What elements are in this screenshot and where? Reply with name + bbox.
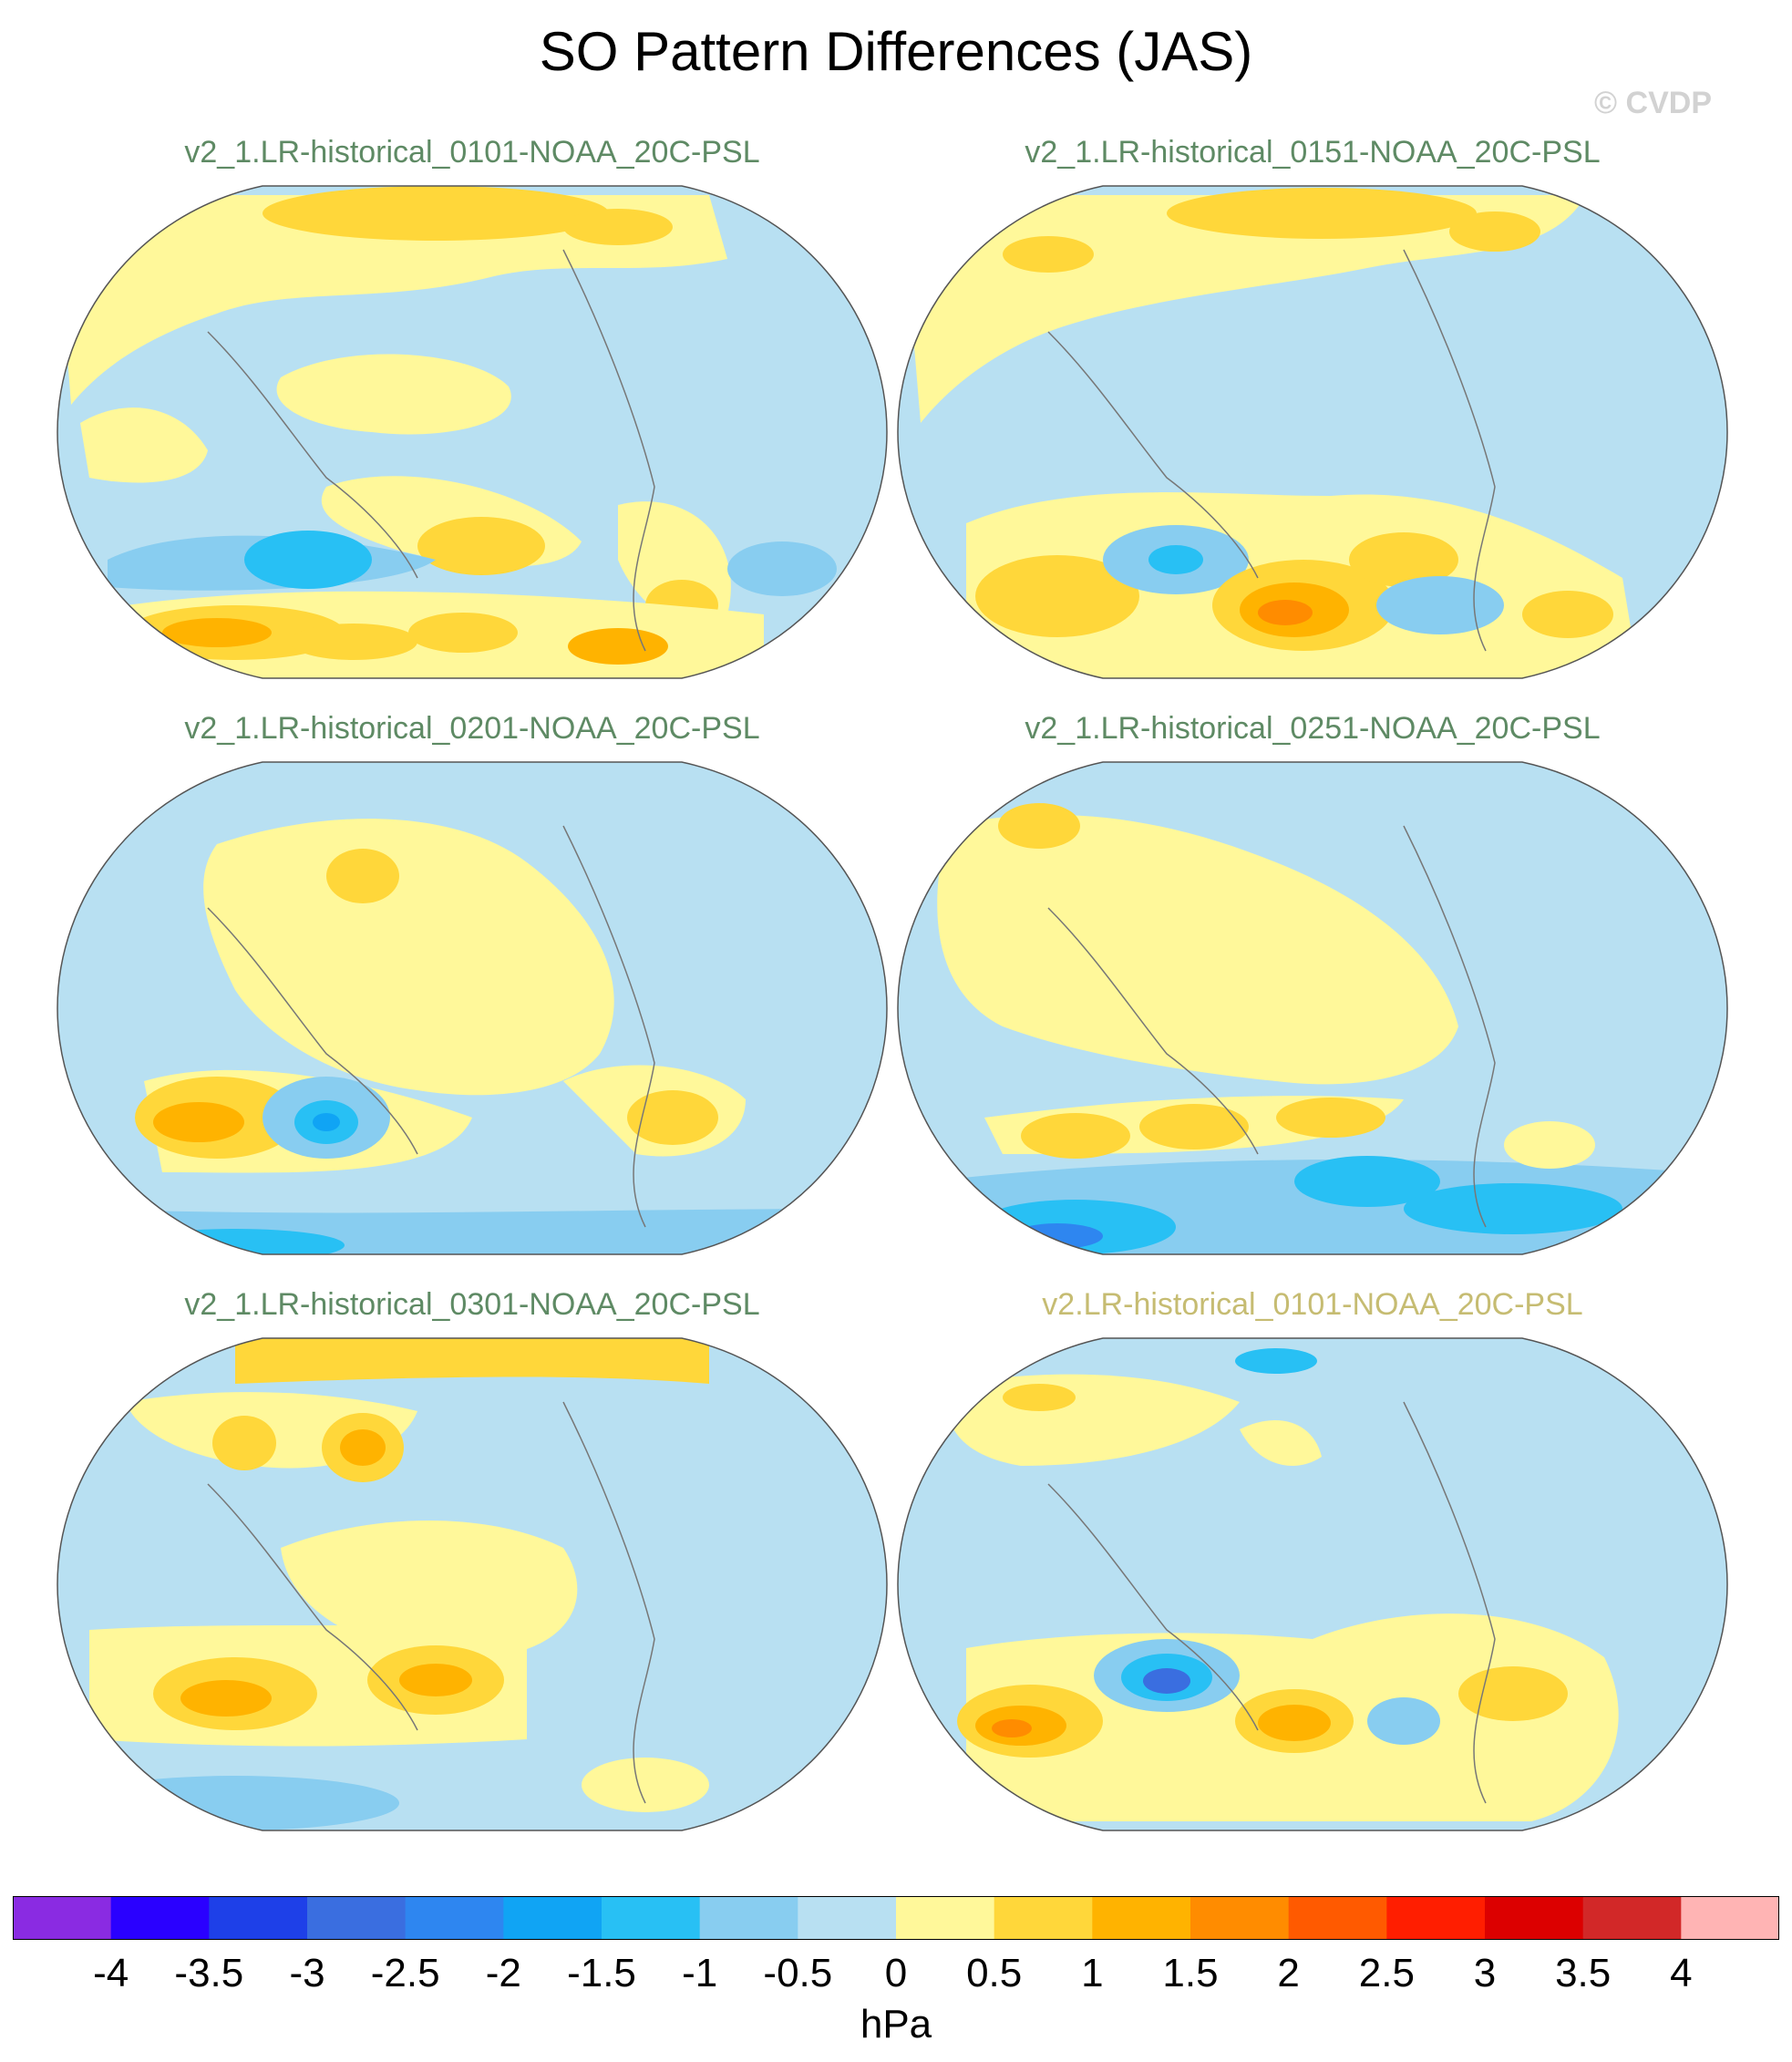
colorbar-swatch (1386, 1896, 1486, 1940)
colorbar-tick-label: -4 (93, 1951, 129, 1995)
colorbar-swatch (602, 1896, 701, 1940)
colorbar-swatch (209, 1896, 308, 1940)
colorbar (13, 1896, 1779, 1940)
colorbar-tick-label: -2.5 (370, 1951, 440, 1995)
colorbar-swatch (405, 1896, 504, 1940)
colorbar-swatch (1485, 1896, 1584, 1940)
colorbar-swatch (1190, 1896, 1290, 1940)
map-panel-3: v2_1.LR-historical_0201-NOAA_20C-PSL (53, 711, 891, 1267)
world-map (57, 1337, 888, 1831)
panel-title: v2_1.LR-historical_0151-NOAA_20C-PSL (1025, 135, 1601, 170)
panel-title: v2_1.LR-historical_0201-NOAA_20C-PSL (184, 711, 760, 746)
world-map (57, 185, 888, 679)
map-panel-6: v2.LR-historical_0101-NOAA_20C-PSL (893, 1287, 1732, 1843)
colorbar-tick-label: -1.5 (567, 1951, 636, 1995)
colorbar-swatch (798, 1896, 897, 1940)
panel-title: v2_1.LR-historical_0251-NOAA_20C-PSL (1025, 711, 1601, 746)
colorbar-swatch (1681, 1896, 1779, 1940)
copyright-label: © CVDP (1594, 86, 1712, 120)
world-map (897, 761, 1728, 1255)
colorbar-tick-label: -2 (485, 1951, 521, 1995)
map-panel-1: v2_1.LR-historical_0101-NOAA_20C-PSL (53, 135, 891, 691)
world-map (897, 185, 1728, 679)
world-map (57, 761, 888, 1255)
colorbar-tick-label: -0.5 (763, 1951, 833, 1995)
colorbar-border (13, 1896, 1779, 1940)
colorbar-units-label: hPa (860, 2002, 932, 2047)
colorbar-tick-label: -3 (289, 1951, 325, 1995)
colorbar-swatch (896, 1896, 995, 1940)
figure-title: SO Pattern Differences (JAS) (539, 21, 1253, 82)
colorbar-swatch (1582, 1896, 1682, 1940)
colorbar-tick-label: -3.5 (174, 1951, 244, 1995)
colorbar-swatch (307, 1896, 407, 1940)
colorbar-tick-label: 4 (1670, 1951, 1693, 1995)
panel-title: v2.LR-historical_0101-NOAA_20C-PSL (1042, 1287, 1583, 1322)
colorbar-tick-label: 0 (884, 1951, 908, 1995)
map-panel-4: v2_1.LR-historical_0251-NOAA_20C-PSL (893, 711, 1732, 1267)
colorbar-tick-label: 1.5 (1162, 1951, 1219, 1995)
colorbar-tick-label: -1 (682, 1951, 718, 1995)
panel-title: v2_1.LR-historical_0301-NOAA_20C-PSL (184, 1287, 760, 1322)
colorbar-tick-label: 3 (1473, 1951, 1497, 1995)
colorbar-swatch (994, 1896, 1093, 1940)
colorbar-swatch (699, 1896, 798, 1940)
colorbar-tick-label: 0.5 (966, 1951, 1023, 1995)
colorbar-tick-label: 2.5 (1358, 1951, 1415, 1995)
colorbar-swatch (13, 1896, 112, 1940)
colorbar-tick-label: 2 (1277, 1951, 1300, 1995)
colorbar-tick-label: 3.5 (1555, 1951, 1612, 1995)
panel-title: v2_1.LR-historical_0101-NOAA_20C-PSL (184, 135, 760, 170)
map-panel-2: v2_1.LR-historical_0151-NOAA_20C-PSL (893, 135, 1732, 691)
colorbar-swatch (110, 1896, 210, 1940)
colorbar-tick-label: 1 (1081, 1951, 1104, 1995)
map-panel-5: v2_1.LR-historical_0301-NOAA_20C-PSL (53, 1287, 891, 1843)
colorbar-swatch (503, 1896, 602, 1940)
world-map (897, 1337, 1728, 1831)
colorbar-swatch (1288, 1896, 1387, 1940)
colorbar-swatch (1092, 1896, 1191, 1940)
